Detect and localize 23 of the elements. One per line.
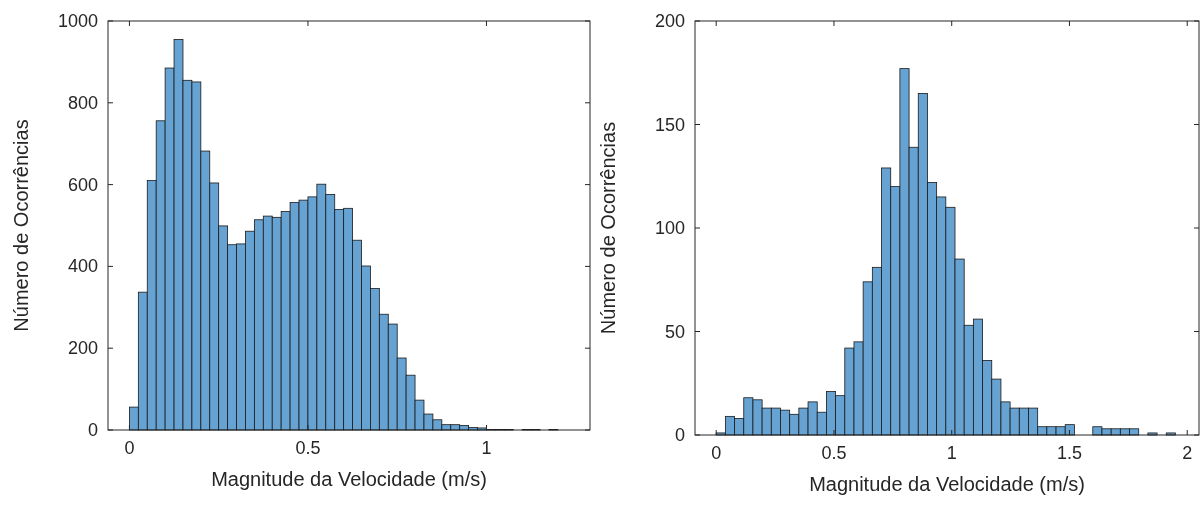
y-tick-label: 0 [674,425,685,445]
x-tick-label: 1.5 [1056,443,1082,463]
y-tick-label: 200 [654,11,685,31]
x-tick-label: 0 [124,438,135,458]
y-tick-label: 800 [67,92,98,113]
y-tick-label: 100 [654,218,685,238]
y-tick-label: 150 [654,114,685,135]
y-tick-label: 50 [664,321,685,342]
y-tick-label: 200 [67,338,98,359]
y-axis-title: Número de Ocorrências [10,119,32,332]
x-tick-label: 1 [946,443,957,463]
x-tick-label: 0 [711,443,722,463]
x-tick-label: 1 [481,438,492,458]
y-tick-label: 400 [67,256,98,277]
y-tick-label: 1000 [57,11,98,31]
y-tick-label: 0 [87,420,98,440]
x-tick-label: 0.5 [821,443,847,463]
x-axis-title: Magnitude da Velocidade (m/s) [211,468,487,490]
x-tick-label: 0.5 [295,438,321,458]
y-axis-title: Número de Ocorrências [597,121,619,335]
y-tick-label: 600 [67,174,98,195]
x-tick-label: 2 [1182,443,1193,463]
x-axis-title: Magnitude da Velocidade (m/s) [809,473,1085,495]
